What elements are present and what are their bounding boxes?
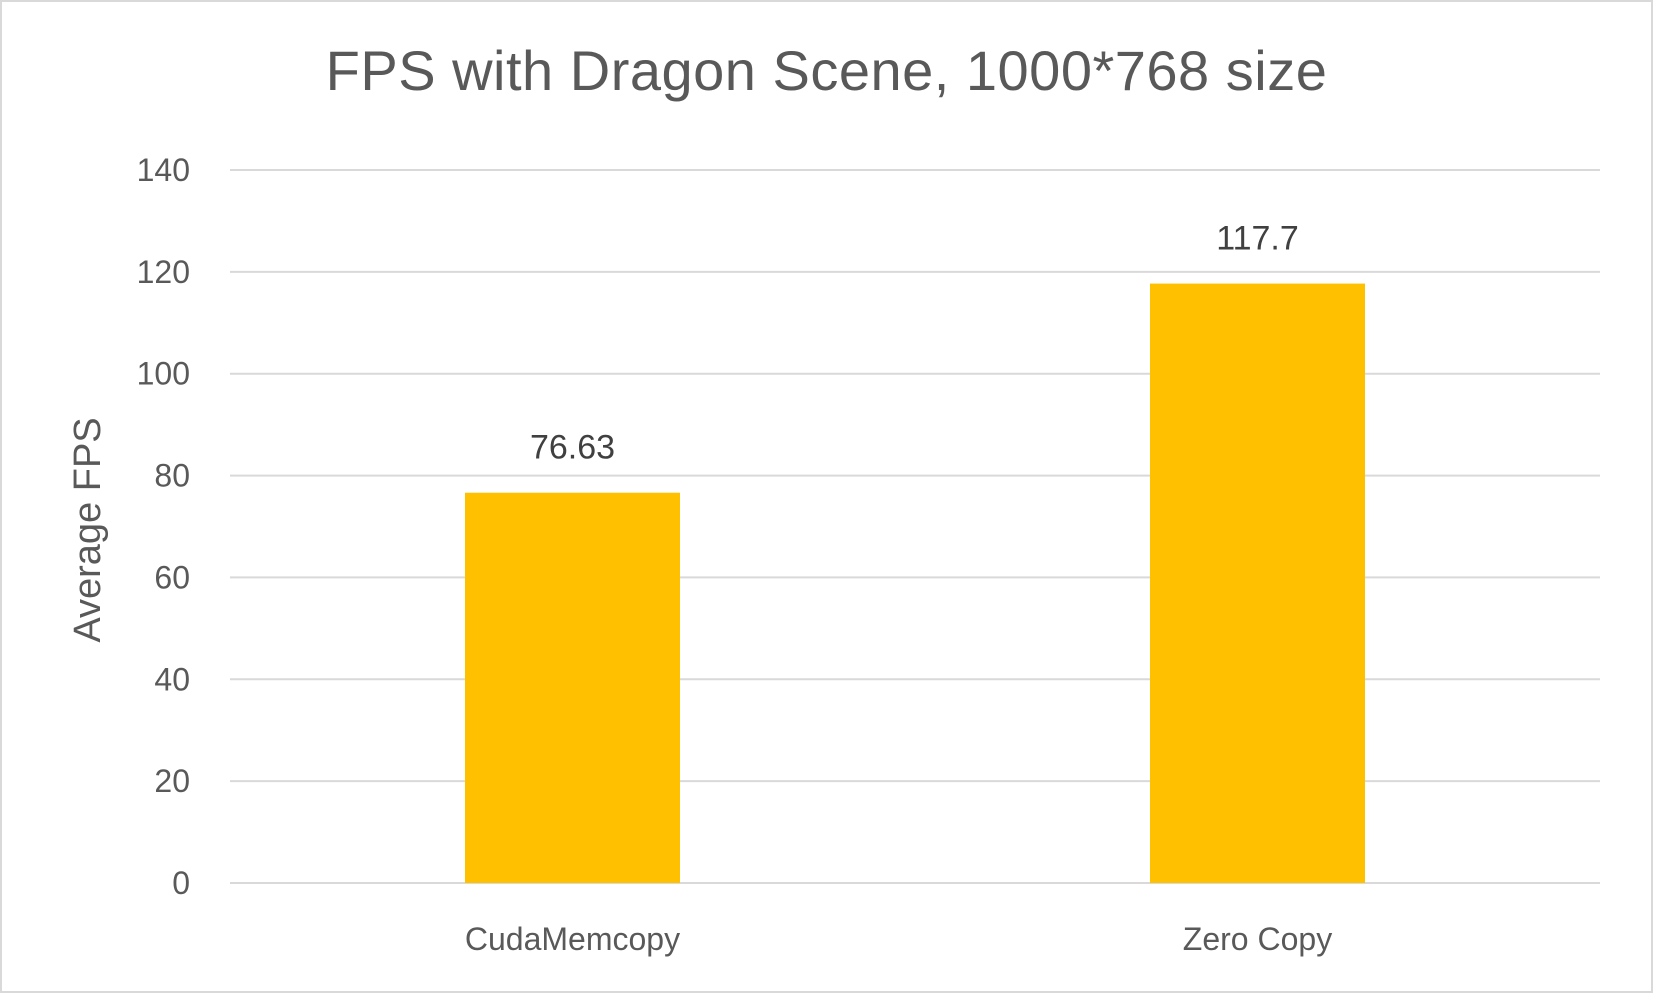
x-axis-tick-labels: CudaMemcopy Zero Copy — [465, 921, 1332, 957]
bar — [465, 492, 680, 883]
y-tick-label: 20 — [154, 763, 190, 799]
x-tick-label: Zero Copy — [1183, 921, 1332, 957]
x-tick-label: CudaMemcopy — [465, 921, 680, 957]
data-label: 76.63 — [530, 429, 615, 467]
y-tick-label: 80 — [154, 458, 190, 494]
bar — [1150, 283, 1365, 884]
gridlines — [230, 169, 1600, 884]
y-tick-label: 140 — [137, 152, 190, 188]
y-axis-tick-labels: 0 20 40 60 80 100 120 140 — [137, 152, 190, 901]
y-tick-label: 60 — [154, 559, 190, 595]
chart-title: FPS with Dragon Scene, 1000*768 size — [325, 39, 1328, 102]
y-tick-label: 100 — [137, 356, 190, 392]
y-tick-label: 120 — [137, 254, 190, 290]
data-label: 117.7 — [1216, 220, 1299, 258]
y-tick-label: 40 — [154, 661, 190, 697]
bars — [465, 283, 1365, 884]
y-tick-label: 0 — [172, 865, 190, 901]
data-labels: 76.63 117.7 — [530, 220, 1299, 467]
y-axis-title: Average FPS — [67, 417, 109, 642]
